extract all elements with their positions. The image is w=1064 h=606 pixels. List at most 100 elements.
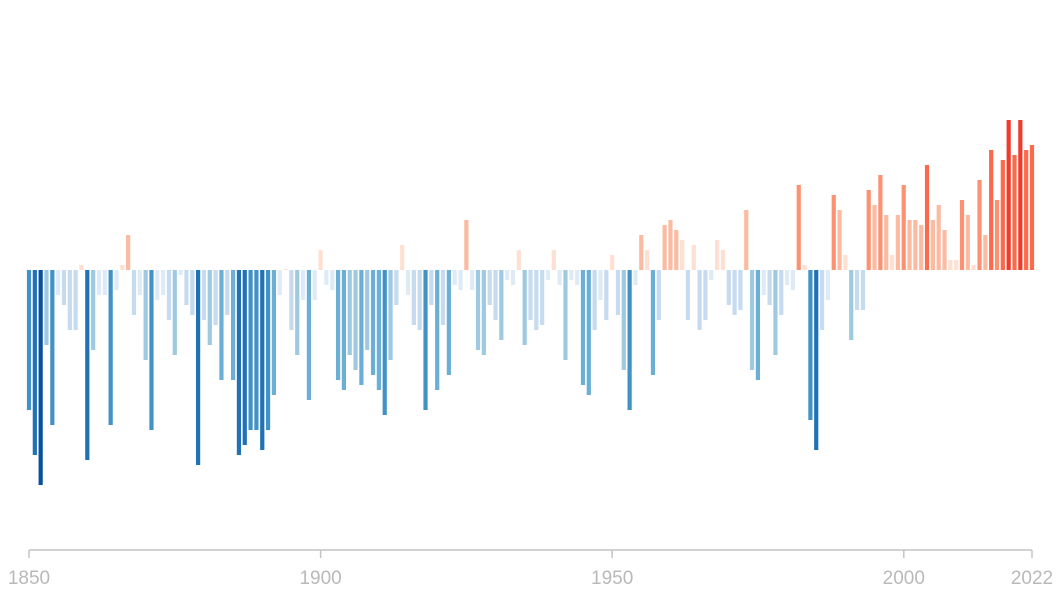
- bar-2020: [1018, 120, 1023, 270]
- bar-1920: [435, 270, 440, 390]
- bar-1919: [429, 270, 434, 305]
- bar-1949: [604, 270, 609, 320]
- bar-2013: [977, 180, 982, 270]
- bar-1982: [796, 185, 801, 270]
- bar-1943: [569, 270, 574, 280]
- bar-1870: [143, 270, 148, 360]
- bar-1862: [96, 270, 102, 295]
- bar-1910: [376, 270, 381, 390]
- bar-1928: [481, 270, 486, 355]
- bar-1987: [825, 270, 830, 300]
- bar-1965: [697, 270, 702, 330]
- bar-1860: [85, 270, 90, 460]
- bar-1906: [353, 270, 358, 370]
- bar-1883: [219, 270, 224, 380]
- bar-1947: [592, 270, 597, 330]
- bar-2015: [989, 150, 994, 270]
- bar-1923: [452, 270, 457, 285]
- bar-1948: [598, 270, 603, 300]
- bar-1903: [335, 270, 341, 380]
- bar-1963: [685, 270, 691, 320]
- bar-1873: [161, 270, 166, 295]
- bar-2005: [930, 220, 935, 270]
- bar-1909: [370, 270, 376, 375]
- bar-1879: [196, 270, 201, 465]
- bar-1999: [895, 215, 900, 270]
- bar-1891: [265, 270, 271, 430]
- bar-1992: [854, 270, 860, 310]
- bar-1957: [650, 270, 656, 375]
- bar-1852: [38, 270, 43, 485]
- bar-1958: [656, 270, 661, 320]
- bar-1981: [790, 270, 796, 290]
- bar-1977: [767, 270, 772, 305]
- bar-1986: [819, 270, 825, 330]
- x-tick-label-1950: 1950: [591, 568, 633, 589]
- bar-1867: [126, 235, 131, 270]
- bar-1941: [557, 270, 562, 285]
- bar-1959: [662, 225, 667, 270]
- bar-1945: [580, 270, 586, 385]
- bar-1872: [155, 270, 160, 300]
- bar-1858: [73, 270, 78, 330]
- bar-1960: [668, 220, 673, 270]
- bar-1917: [417, 270, 422, 330]
- bar-2012: [971, 265, 976, 270]
- bar-2000: [901, 185, 906, 270]
- bar-1916: [411, 270, 416, 325]
- bar-2021: [1024, 150, 1029, 270]
- bar-1938: [540, 270, 545, 325]
- bar-1915: [405, 270, 411, 295]
- bar-1876: [178, 270, 183, 275]
- bar-1925: [464, 220, 469, 270]
- bar-1951: [615, 270, 621, 315]
- bar-1853: [44, 270, 49, 345]
- bar-1869: [137, 270, 142, 295]
- bars-group: [26, 120, 1035, 485]
- x-tick-label-1900: 1900: [299, 568, 341, 589]
- bar-1980: [784, 270, 790, 285]
- bar-1886: [236, 270, 242, 455]
- bar-1851: [32, 270, 37, 455]
- bar-1955: [639, 235, 644, 270]
- bar-1929: [487, 270, 492, 305]
- bar-1978: [773, 270, 778, 355]
- bar-1953: [627, 270, 632, 410]
- bar-1946: [586, 270, 591, 395]
- bar-1935: [522, 270, 527, 345]
- bar-1970: [726, 270, 731, 305]
- bar-1893: [277, 270, 282, 295]
- bar-1854: [50, 270, 55, 425]
- bar-1973: [744, 210, 749, 270]
- bar-1975: [755, 270, 761, 380]
- bar-1863: [102, 270, 107, 295]
- bar-1902: [330, 270, 335, 290]
- bar-2010: [959, 200, 965, 270]
- bar-1931: [499, 270, 504, 340]
- bar-1984: [808, 270, 813, 420]
- bar-2019: [1012, 155, 1017, 270]
- bar-1871: [149, 270, 154, 430]
- x-tick-label-1850: 1850: [8, 568, 50, 589]
- bar-1850: [26, 270, 32, 410]
- x-tick-label-2022: 2022: [1011, 568, 1053, 589]
- bar-1921: [440, 270, 446, 325]
- bar-2007: [942, 230, 947, 270]
- bar-1899: [312, 270, 317, 300]
- bar-1880: [201, 270, 207, 320]
- bar-1866: [120, 265, 125, 270]
- bar-1905: [347, 270, 352, 355]
- x-tick-label-2000: 2000: [883, 568, 925, 589]
- bar-1895: [289, 270, 294, 330]
- bar-1881: [207, 270, 212, 345]
- bar-1875: [172, 270, 177, 355]
- bar-1983: [802, 265, 807, 270]
- bar-1885: [231, 270, 236, 380]
- bar-1930: [493, 270, 498, 320]
- bar-1912: [388, 270, 393, 360]
- bar-1971: [732, 270, 737, 315]
- bar-1954: [633, 270, 638, 285]
- bar-1994: [866, 190, 871, 270]
- bar-1985: [814, 270, 819, 450]
